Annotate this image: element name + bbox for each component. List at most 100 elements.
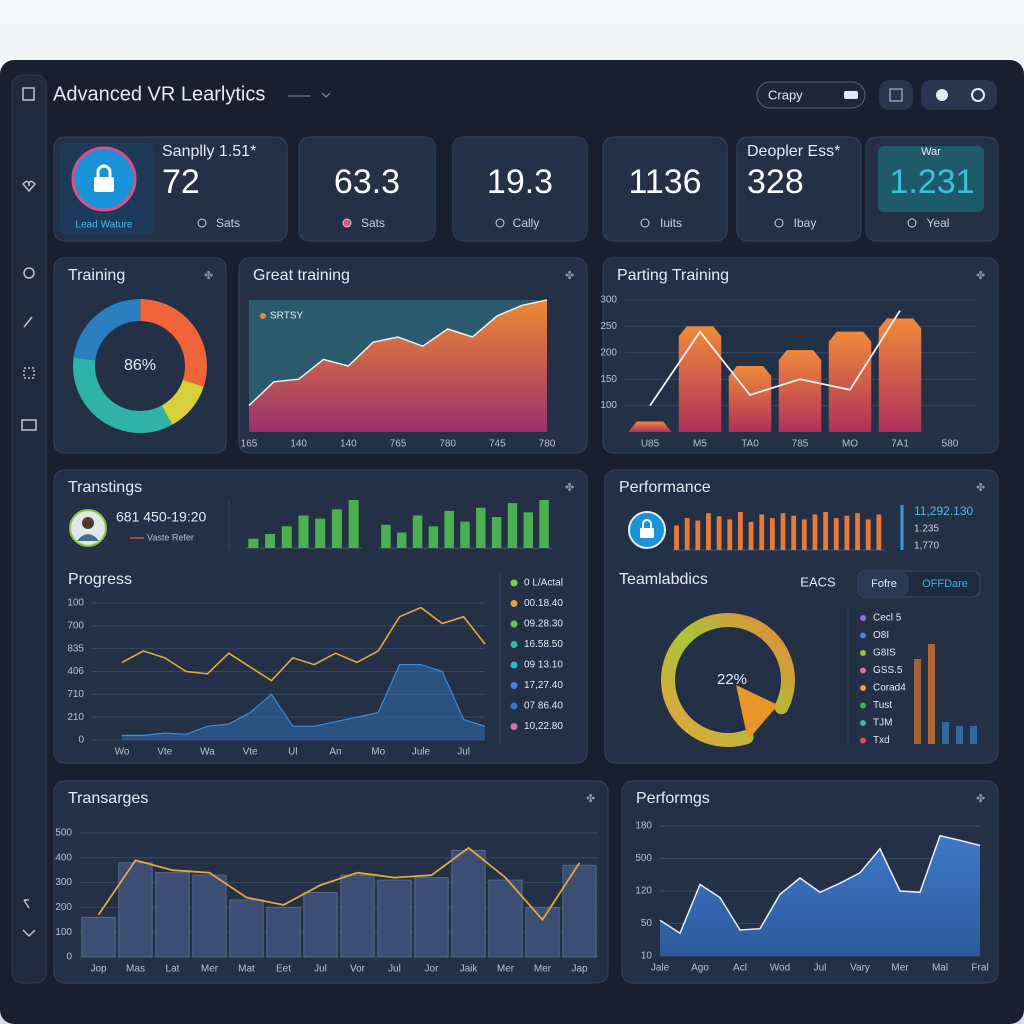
bar	[315, 518, 326, 548]
search-icon[interactable]	[844, 91, 858, 99]
y-tick-label: 500	[55, 828, 72, 839]
bar	[539, 500, 549, 548]
y-tick-label: 100	[67, 598, 84, 609]
panel-title: Transtings	[68, 479, 142, 496]
icon[interactable]	[23, 899, 30, 909]
user-buttons[interactable]	[921, 80, 997, 110]
x-tick-label: Jop	[90, 964, 107, 975]
bar	[451, 849, 486, 958]
bar	[855, 513, 860, 550]
bar	[331, 509, 342, 548]
area-line	[248, 299, 548, 407]
panel-action[interactable]: ✤	[565, 482, 574, 494]
panel-action[interactable]: ✤	[976, 793, 985, 805]
gauge-caption: EACS	[800, 574, 836, 589]
gauge-pointer	[736, 685, 778, 740]
bar	[476, 507, 486, 548]
legend-swatch	[860, 737, 866, 744]
panel-action[interactable]: ✤	[586, 793, 595, 805]
donut-segment	[73, 299, 207, 433]
panel-action[interactable]: ✤	[976, 270, 985, 282]
kpi-value: 328	[747, 163, 804, 201]
bar	[865, 519, 871, 550]
icon[interactable]	[22, 929, 36, 938]
icon[interactable]	[23, 367, 35, 379]
kpi-badge: Lead Wature	[76, 220, 133, 231]
x-tick-label: Mer	[534, 964, 552, 975]
x-tick-label: 780	[539, 439, 556, 450]
panel	[736, 136, 862, 242]
bar	[674, 525, 679, 550]
bar	[823, 512, 829, 550]
legend-label: 16.58.50	[524, 639, 563, 650]
icon[interactable]	[21, 419, 37, 431]
x-tick-label: MO	[842, 439, 858, 450]
heart-icon[interactable]	[21, 180, 37, 193]
area	[660, 835, 980, 956]
kpi-unit: Ibay	[794, 216, 817, 230]
x-tick-label: Wa	[200, 747, 215, 758]
stat: 11,292.130	[914, 504, 973, 518]
y-tick-label: 50	[641, 918, 653, 929]
x-tick-label: Vte	[243, 747, 258, 758]
search-box[interactable]	[756, 81, 866, 109]
x-tick-label: Mer	[201, 964, 219, 975]
y-tick-label: 200	[600, 347, 617, 358]
panel-title: Performgs	[636, 790, 710, 807]
icon[interactable]	[23, 267, 35, 279]
search-text[interactable]: Crapy	[768, 87, 803, 102]
x-tick-label: Jul	[314, 964, 327, 975]
tab[interactable]: Fofre	[871, 578, 897, 590]
legend-label: Txd	[873, 735, 890, 746]
x-tick-label: An	[329, 747, 341, 758]
menu-icon[interactable]	[22, 87, 35, 101]
panel-action[interactable]: ✤	[204, 270, 213, 282]
bar	[562, 864, 597, 958]
x-tick-label: 785	[792, 439, 809, 450]
area	[249, 300, 547, 432]
tab-active	[859, 572, 909, 596]
x-tick-label: Mer	[497, 964, 515, 975]
y-tick-label: 835	[67, 643, 84, 654]
bar	[229, 899, 264, 958]
y-tick-label: 300	[55, 877, 72, 888]
user-icon[interactable]	[936, 89, 948, 101]
kpi-title: Deopler Ess*	[747, 143, 840, 160]
legend-label: G8IS	[873, 648, 896, 659]
grid-button[interactable]	[879, 80, 913, 110]
bar	[281, 526, 292, 548]
bar	[298, 515, 309, 548]
bar	[748, 521, 754, 550]
kpi-unit-icon	[495, 218, 505, 228]
icon[interactable]	[23, 316, 33, 328]
bar	[491, 517, 502, 548]
legend-swatch	[510, 620, 518, 628]
x-tick-label: Ago	[691, 963, 709, 974]
legend-label: Corad4	[873, 683, 906, 694]
kpi-unit-icon	[640, 218, 650, 228]
panel-action[interactable]: ✤	[976, 482, 985, 494]
stat: 1.235	[914, 524, 939, 535]
x-tick-label: Vte	[157, 747, 172, 758]
bar	[81, 916, 116, 958]
donut-center: 86%	[124, 357, 156, 374]
tab[interactable]: OFFDare	[922, 578, 968, 590]
kpi-unit: Cally	[513, 216, 540, 230]
bar	[914, 659, 921, 744]
panel-action[interactable]: ✤	[565, 270, 574, 282]
lock-shackle	[96, 164, 112, 177]
sidebar-icons	[21, 87, 37, 938]
y-tick-label: 180	[635, 821, 652, 832]
panel-title: Training	[68, 267, 125, 284]
legend-swatch	[260, 313, 266, 319]
settings-icon[interactable]	[971, 88, 985, 102]
kpi-title: Sanplly 1.51*	[162, 143, 256, 160]
bar	[460, 521, 470, 548]
legend-swatch	[860, 702, 866, 709]
dropdown[interactable]	[288, 92, 331, 98]
bar	[942, 722, 949, 744]
y-tick-label: 300	[600, 295, 617, 306]
bar	[428, 526, 439, 548]
y-tick-label: 0	[66, 952, 72, 963]
kpi-value: 63.3	[334, 163, 400, 201]
